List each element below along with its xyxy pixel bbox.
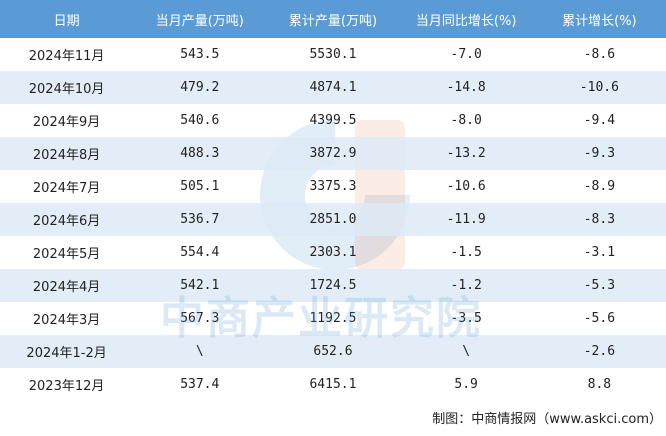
table-cell: -7.0	[450, 47, 482, 62]
table-cell: 5530.1	[309, 47, 357, 62]
table-cell: \	[399, 335, 533, 368]
table-cell: -1.2	[399, 269, 533, 302]
table-cell: -2.6	[532, 335, 666, 368]
table-cell: -13.2	[399, 137, 533, 170]
header-cell: 累计产量(万吨)	[266, 0, 400, 38]
table-cell: 1724.5	[266, 269, 400, 302]
table-cell: 543.5	[180, 47, 220, 62]
table-row: 2024年11月 543.5 5530.1 -7.0 -8.6	[0, 38, 666, 71]
table-cell: -9.3	[532, 137, 666, 170]
table-cell: -9.4	[583, 113, 616, 128]
header-cell: 当月同比增长(%)	[399, 0, 533, 38]
table-cell: 536.7	[133, 203, 267, 236]
table-cell: -10.6	[446, 179, 486, 194]
table-cell: 2024年1-2月	[0, 335, 134, 368]
table-cell: 8.8	[587, 377, 612, 392]
table-cell: 1192.5	[309, 311, 357, 326]
table-cell: 505.1	[180, 179, 220, 194]
table-cell: 2024年4月	[0, 269, 134, 302]
table-cell: -8.6	[583, 47, 616, 62]
table-cell: 6415.1	[309, 377, 357, 392]
table-cell: 540.6	[180, 113, 220, 128]
table-cell: -3.5	[450, 311, 482, 326]
table-cell: 537.4	[180, 377, 220, 392]
table-row: 2024年1-2月 \ 652.6 \ -2.6	[0, 335, 666, 368]
table-cell: 3872.9	[266, 137, 400, 170]
table-cell: 488.3	[133, 137, 267, 170]
table-cell: 2024年9月	[32, 115, 101, 130]
table-cell: 2024年6月	[0, 203, 134, 236]
table-cell: 2851.0	[266, 203, 400, 236]
table-row: 2024年8月 488.3 3872.9 -13.2 -9.3	[0, 137, 666, 170]
table-cell: 2024年7月	[32, 181, 101, 196]
table-row: 2024年7月 505.1 3375.3 -10.6 -8.9	[0, 170, 666, 203]
table-cell: \	[133, 335, 267, 368]
table-cell: -8.0	[450, 113, 482, 128]
table-cell: 652.6	[266, 335, 400, 368]
table-row: 2023年12月 537.4 6415.1 5.9 8.8	[0, 368, 666, 401]
table-body: 2024年11月 543.5 5530.1 -7.0 -8.6 2024年10月 479.2…	[0, 38, 666, 401]
footer: 制图：中商情报网（www.askci.com）	[432, 412, 662, 427]
table-cell: 2303.1	[309, 245, 357, 260]
data-table: 日期 当月产量(万吨) 累计产量(万吨) 当月同比增长(%) 累计增长(%) 2024年…	[0, 0, 666, 401]
table-cell: -3.1	[583, 245, 616, 260]
watermark-text: 中商产业研究院	[160, 293, 482, 344]
table-cell: 5.9	[454, 377, 478, 392]
table-row: 2024年9月 540.6 4399.5 -8.0 -9.4	[0, 104, 666, 137]
table-cell: 2023年12月	[28, 379, 105, 394]
table-cell: -5.3	[532, 269, 666, 302]
table-row: 2024年6月 536.7 2851.0 -11.9 -8.3	[0, 203, 666, 236]
table-cell: -1.5	[450, 245, 482, 260]
table-cell: -11.9	[399, 203, 533, 236]
table-cell: -5.6	[583, 311, 616, 326]
table-cell: 554.4	[180, 245, 220, 260]
table-cell: 479.2	[133, 71, 267, 104]
table-cell: 4399.5	[309, 113, 357, 128]
table-cell: -10.6	[532, 71, 666, 104]
header-cell: 日期	[0, 0, 134, 38]
table-cell: 2024年11月	[28, 49, 105, 64]
table-cell: 2024年8月	[0, 137, 134, 170]
table-cell: -14.8	[399, 71, 533, 104]
table-cell: 542.1	[133, 269, 267, 302]
header-cell: 当月产量(万吨)	[133, 0, 267, 38]
table-cell: 2024年10月	[0, 71, 134, 104]
table-cell: 2024年5月	[32, 247, 101, 262]
table-cell: -8.3	[532, 203, 666, 236]
table-cell: 4874.1	[266, 71, 400, 104]
table-cell: 567.3	[180, 311, 220, 326]
table-row: 2024年5月 554.4 2303.1 -1.5 -3.1	[0, 236, 666, 269]
table-row: 2024年4月 542.1 1724.5 -1.2 -5.3	[0, 269, 666, 302]
table-row: 2024年10月 479.2 4874.1 -14.8 -10.6	[0, 71, 666, 104]
table-cell: 2024年3月	[32, 313, 101, 328]
header-cell: 累计增长(%)	[532, 0, 666, 38]
table-cell: -8.9	[583, 179, 616, 194]
header-row: 日期 当月产量(万吨) 累计产量(万吨) 当月同比增长(%) 累计增长(%)	[0, 0, 666, 38]
table-row: 2024年3月 567.3 1192.5 -3.5 -5.6	[0, 302, 666, 335]
table-cell: 3375.3	[309, 179, 357, 194]
